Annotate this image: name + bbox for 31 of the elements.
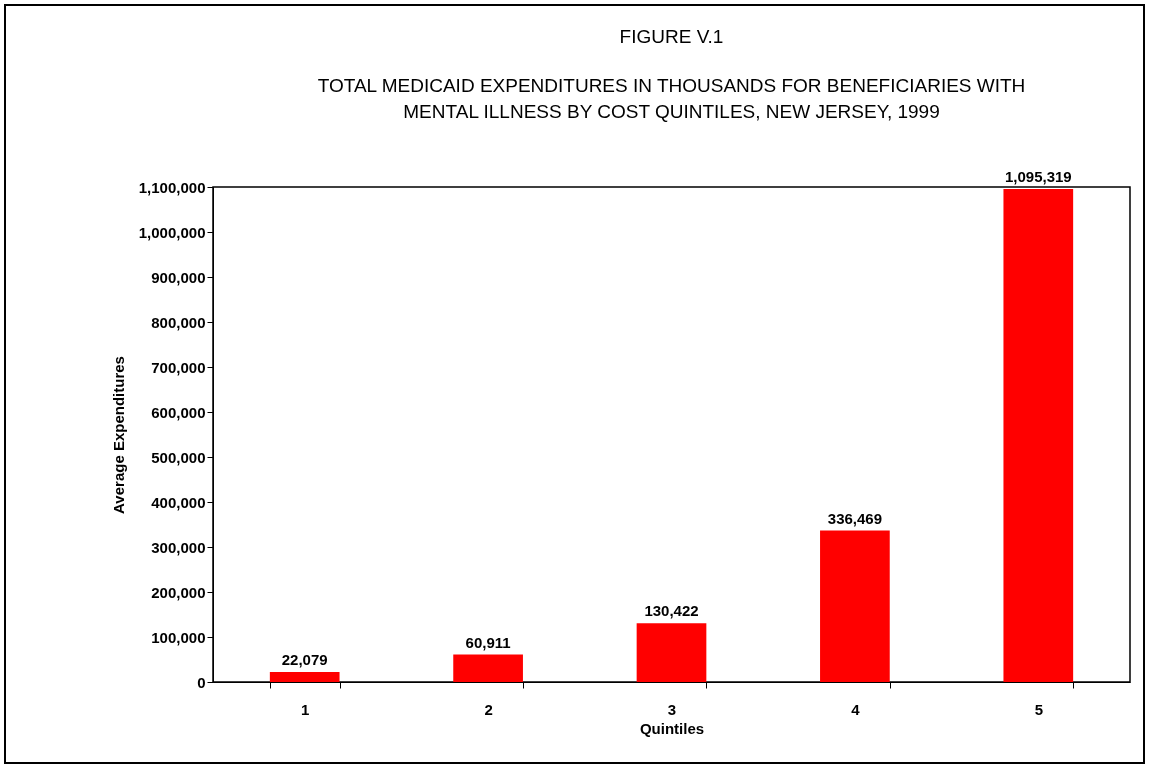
data-label: 130,422 (644, 602, 699, 620)
x-axis-title: Quintiles (639, 719, 705, 737)
x-tick-label: 3 (667, 700, 677, 718)
chart-title: FIGURE V.1 (619, 26, 724, 48)
y-axis-title: Average Expenditures (109, 356, 127, 514)
y-tick-label: 1,100,000 (138, 178, 206, 196)
y-tick-label: 100,000 (151, 628, 206, 646)
data-label: 336,469 (827, 509, 883, 527)
y-tick-label: 1,000,000 (138, 223, 206, 241)
chart-subtitle: TOTAL MEDICAID EXPENDITURES IN THOUSANDS FOR BENEFICIARIES WITH MENTAL ILLNESS BY COST QUINTILES, NEW JERSEY, 1999 (317, 75, 1026, 123)
bar (820, 530, 890, 682)
bar (1003, 189, 1074, 682)
y-tick-label: 800,000 (151, 313, 206, 331)
y-tick-label: 600,000 (151, 403, 206, 421)
x-tick-label: 1 (301, 700, 310, 718)
y-tick-label: 0 (197, 673, 206, 691)
x-tick-label: 4 (851, 700, 861, 718)
bar (269, 672, 340, 682)
x-tick-label: 2 (484, 700, 493, 718)
data-label: 60,911 (465, 633, 511, 651)
x-tick-label: 5 (1034, 700, 1043, 718)
y-tick-label: 400,000 (151, 493, 206, 511)
y-tick-label: 700,000 (151, 358, 206, 376)
data-label: 22,079 (281, 651, 328, 669)
bar (636, 623, 707, 682)
y-tick-label: 900,000 (151, 268, 206, 286)
data-label: 1,095,319 (1004, 168, 1072, 186)
y-tick-label: 500,000 (151, 448, 206, 466)
y-tick-label: 200,000 (151, 583, 206, 601)
bar (453, 654, 523, 682)
y-tick-label: 300,000 (151, 538, 206, 556)
